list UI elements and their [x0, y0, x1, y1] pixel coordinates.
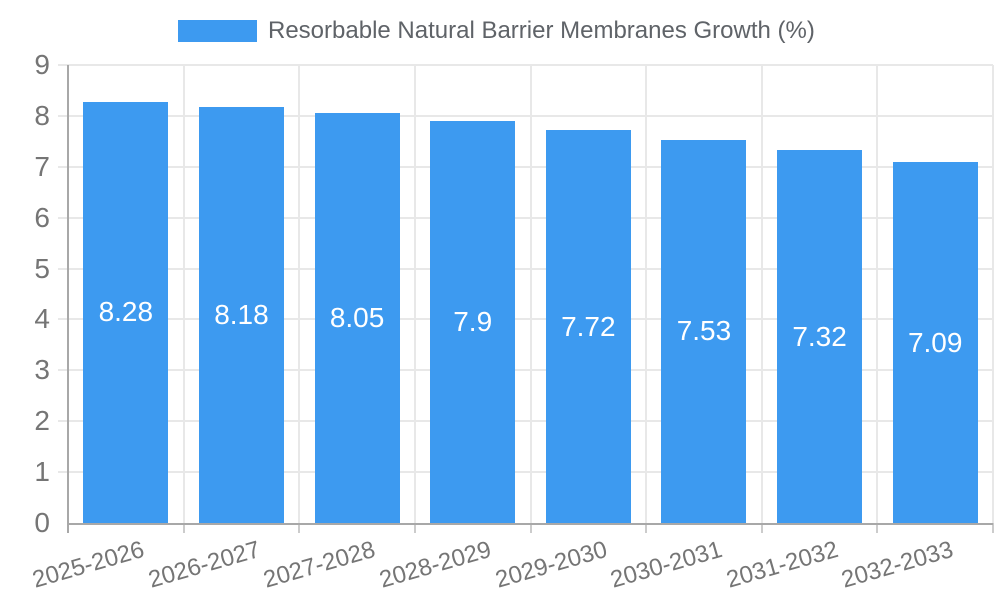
x-tick-label: 2026-2027	[145, 536, 263, 594]
x-axis-tick	[992, 523, 994, 533]
y-tick-label: 9	[34, 49, 50, 80]
x-axis-tick	[876, 523, 879, 533]
h-gridline	[58, 114, 993, 117]
h-gridline	[58, 216, 993, 219]
h-gridline	[58, 64, 993, 66]
legend-swatch-icon	[178, 20, 257, 42]
bar-value-label: 7.53	[676, 315, 732, 347]
bar-value-label: 7.72	[561, 310, 616, 342]
y-tick-label: 3	[34, 354, 50, 386]
x-axis-tick	[645, 523, 648, 533]
v-gridline	[413, 65, 416, 523]
h-gridline	[58, 471, 993, 474]
y-tick-label: 8	[34, 99, 50, 131]
y-tick-label: 4	[34, 303, 50, 335]
v-gridline	[992, 65, 994, 523]
bar[interactable]	[430, 120, 516, 523]
y-axis-line	[67, 65, 69, 533]
bar-value-label: 7.32	[792, 320, 847, 352]
bar-value-label: 8.28	[98, 296, 154, 328]
v-gridline	[760, 65, 763, 523]
x-tick-label: 2030-2031	[607, 536, 726, 594]
legend[interactable]: Resorbable Natural Barrier Membranes Gro…	[178, 17, 815, 45]
h-gridline	[58, 318, 993, 321]
x-tick-label: 2031-2032	[723, 536, 842, 594]
x-tick-label: 2029-2030	[491, 536, 610, 594]
x-tick-label: 2025-2026	[29, 536, 148, 594]
bar[interactable]	[314, 113, 400, 523]
bar[interactable]	[661, 139, 747, 523]
bar-value-label: 8.05	[329, 302, 385, 334]
bar[interactable]	[83, 101, 169, 523]
legend-label: Resorbable Natural Barrier Membranes Gro…	[268, 17, 815, 44]
x-tick-label: 2028-2029	[376, 536, 495, 594]
y-tick-label: 6	[34, 201, 50, 233]
bar-value-label: 8.18	[214, 298, 269, 330]
v-gridline	[645, 65, 648, 523]
y-tick-label: 1	[34, 456, 50, 488]
h-gridline	[58, 267, 993, 270]
bar-value-label: 7.9	[453, 305, 493, 337]
x-axis-tick	[760, 523, 763, 533]
x-axis-tick	[182, 523, 185, 533]
bar[interactable]	[198, 106, 284, 523]
y-tick-label: 2	[34, 405, 50, 437]
bar[interactable]	[892, 162, 978, 523]
h-gridline	[58, 165, 993, 168]
y-tick-label: 5	[34, 252, 50, 284]
v-gridline	[876, 65, 879, 523]
x-axis-tick	[529, 523, 532, 533]
h-gridline	[58, 420, 993, 423]
y-tick-label: 0	[34, 507, 50, 538]
x-tick-label: 2027-2028	[260, 536, 379, 594]
v-gridline	[529, 65, 532, 523]
x-tick-label: 2032-2033	[838, 536, 957, 594]
h-gridline	[58, 369, 993, 372]
y-tick-label: 7	[34, 150, 50, 182]
bar[interactable]	[777, 150, 863, 523]
x-baseline	[68, 523, 993, 525]
x-axis-tick	[298, 523, 301, 533]
bar[interactable]	[545, 130, 631, 523]
v-gridline	[298, 65, 301, 523]
x-axis-tick	[413, 523, 416, 533]
v-gridline	[182, 65, 185, 523]
bar-value-label: 7.09	[907, 326, 963, 358]
